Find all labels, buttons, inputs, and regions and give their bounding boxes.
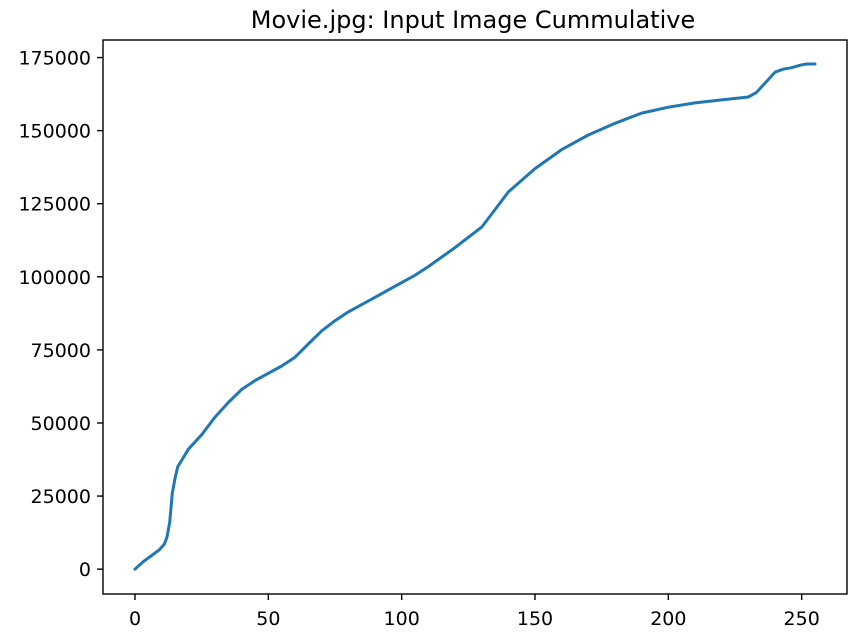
x-axis-ticks: 0 50 100 150 200 250: [129, 594, 820, 630]
x-tick-label: 150: [517, 608, 553, 630]
x-tick-label: 250: [784, 608, 820, 630]
axes-frame: [102, 39, 848, 595]
chart-title: Movie.jpg: Input Image Cummulative: [251, 6, 695, 34]
y-tick-label: 0: [79, 559, 91, 581]
series-line: [133, 62, 817, 571]
y-axis-ticks: 0 25000 50000 75000 100000 125000 150000 175000: [18, 48, 103, 581]
plot-area: [133, 62, 817, 571]
y-tick-label: 25000: [31, 486, 91, 508]
y-tick-label: 175000: [18, 48, 91, 70]
y-tick-label: 125000: [18, 194, 91, 216]
x-tick-label: 100: [384, 608, 420, 630]
x-tick-label: 0: [129, 608, 141, 630]
y-tick-label: 100000: [18, 267, 91, 289]
y-tick-label: 75000: [31, 340, 91, 362]
x-tick-label: 50: [256, 608, 280, 630]
y-tick-label: 50000: [31, 413, 91, 435]
x-tick-label: 200: [650, 608, 686, 630]
y-tick-label: 150000: [18, 121, 91, 143]
